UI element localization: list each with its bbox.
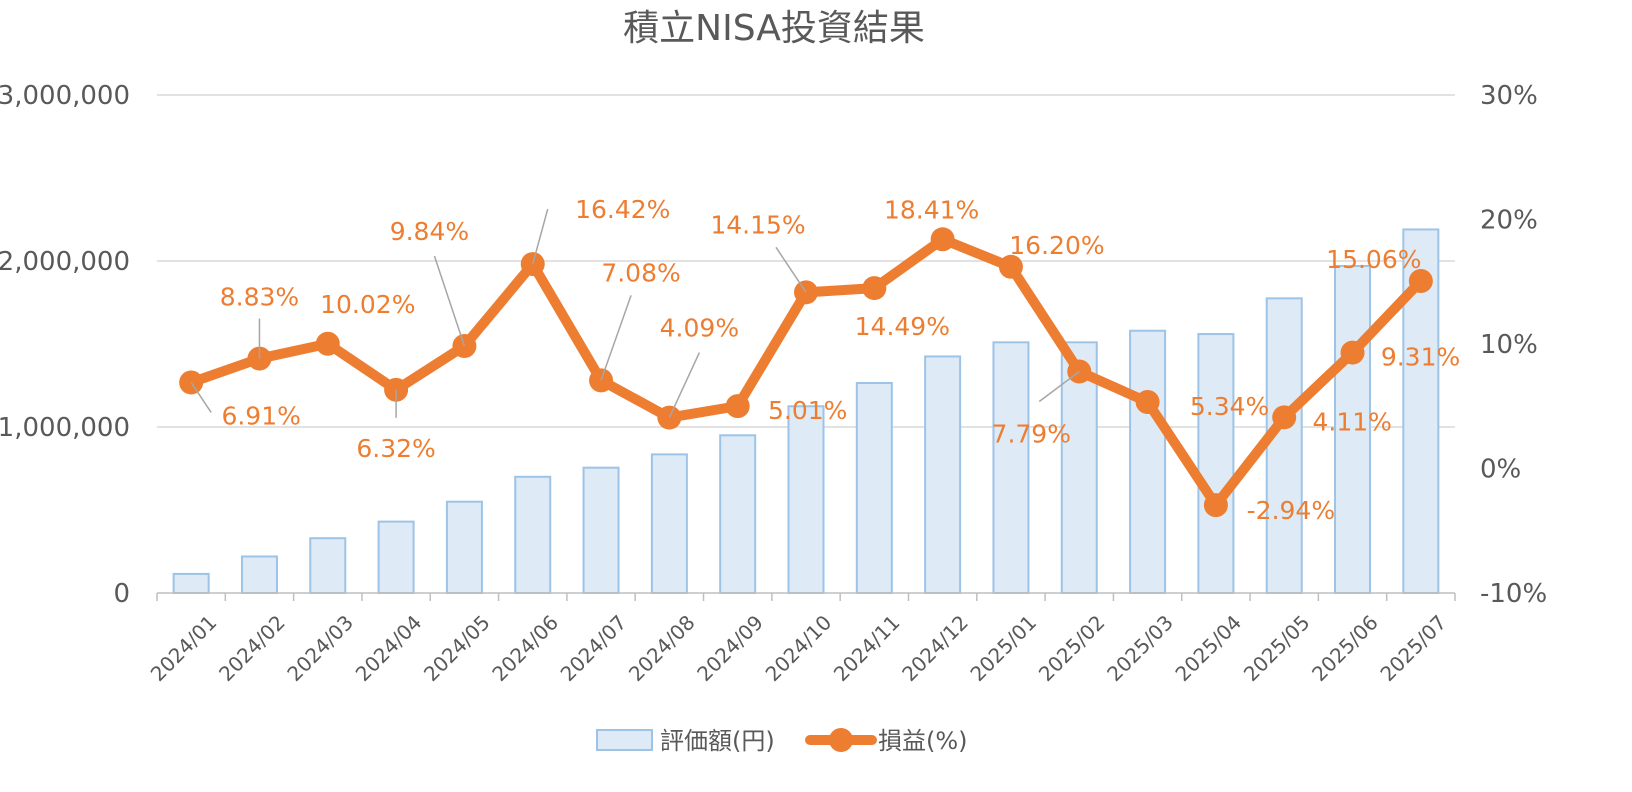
point-2025/01 xyxy=(998,254,1023,279)
data-label-2025/01: 16.20% xyxy=(1009,231,1104,260)
data-label-2025/07: 15.06% xyxy=(1326,245,1421,274)
legend-line-marker xyxy=(829,728,853,752)
right-axis: -10% 0% 10% 20% 30% xyxy=(1480,81,1547,609)
data-label-2025/02: 7.79% xyxy=(992,420,1071,449)
bar-2025/03 xyxy=(1129,329,1167,594)
x-tick-label: 2025/07 xyxy=(1375,610,1451,686)
point-2024/09 xyxy=(725,394,750,419)
right-tick-label: 0% xyxy=(1480,455,1521,485)
data-label-2024/05: 9.84% xyxy=(390,217,469,246)
bar-2025/06 xyxy=(1334,264,1372,594)
x-tick-label: 2025/04 xyxy=(1170,610,1246,686)
legend-bar-swatch xyxy=(596,729,653,751)
x-axis: 2024/012024/022024/032024/042024/052024/… xyxy=(146,592,1456,686)
bar-2024/07 xyxy=(582,466,620,595)
data-label-2024/07: 7.08% xyxy=(601,258,680,287)
x-tick-label: 2025/01 xyxy=(966,610,1042,686)
x-tick-label: 2024/07 xyxy=(556,610,632,686)
point-2024/11 xyxy=(862,276,887,301)
data-label-2024/11: 14.49% xyxy=(855,312,950,341)
chart-title: 積立NISA投資結果 xyxy=(623,8,925,49)
left-axis: 0 1,000,000 2,000,000 3,000,000 xyxy=(0,81,130,609)
bar-2024/09 xyxy=(719,434,757,594)
x-tick-label: 2024/10 xyxy=(761,610,837,686)
data-label-2024/02: 8.83% xyxy=(220,283,299,312)
leader-line xyxy=(775,246,807,293)
bar-2024/02 xyxy=(240,555,278,594)
x-tick-label: 2024/05 xyxy=(419,610,495,686)
right-tick-label: -10% xyxy=(1480,579,1547,609)
x-tick-label: 2025/03 xyxy=(1102,610,1178,686)
data-label-2024/06: 16.42% xyxy=(575,195,670,224)
legend-bar-label: 評価額(円) xyxy=(660,727,775,755)
point-2025/06 xyxy=(1340,340,1365,365)
bar-2024/10 xyxy=(787,405,825,594)
data-label-2025/03: 5.34% xyxy=(1190,392,1269,421)
bar-2025/04 xyxy=(1197,333,1235,594)
left-tick-label: 0 xyxy=(113,579,130,609)
left-tick-label: 2,000,000 xyxy=(0,247,130,277)
bar-2025/01 xyxy=(992,341,1030,594)
legend-line-label: 損益(%) xyxy=(878,727,968,755)
right-tick-label: 10% xyxy=(1480,330,1538,360)
point-2024/03 xyxy=(315,331,340,356)
leader-line xyxy=(600,295,632,381)
data-label-2025/05: 4.11% xyxy=(1312,407,1391,436)
data-label-2024/03: 10.02% xyxy=(320,290,415,319)
leader-line xyxy=(532,208,549,265)
bar-2024/01 xyxy=(172,572,210,594)
right-tick-label: 30% xyxy=(1480,81,1538,111)
data-label-2025/06: 9.31% xyxy=(1381,343,1460,372)
bar-2024/11 xyxy=(855,382,893,595)
point-2025/03 xyxy=(1135,390,1160,415)
leader-line xyxy=(433,255,466,347)
bar-2024/12 xyxy=(924,355,962,595)
point-2025/05 xyxy=(1272,405,1297,430)
leader-line xyxy=(190,382,212,413)
data-label-2024/04: 6.32% xyxy=(356,434,435,463)
legend: 評価額(円) 損益(%) xyxy=(596,727,968,755)
x-tick-label: 2024/04 xyxy=(351,610,427,686)
x-tick-label: 2024/02 xyxy=(214,610,290,686)
bar-series xyxy=(172,228,1440,595)
data-label-2024/08: 4.09% xyxy=(660,314,739,343)
point-2025/07 xyxy=(1408,269,1433,294)
bar-2024/05 xyxy=(445,500,483,595)
left-tick-label: 3,000,000 xyxy=(0,81,130,111)
data-label-2024/09: 5.01% xyxy=(768,396,847,425)
data-label-2024/12: 18.41% xyxy=(884,195,979,224)
x-tick-label: 2024/06 xyxy=(487,610,563,686)
point-2024/12 xyxy=(930,227,955,252)
gridlines xyxy=(157,94,1455,428)
x-tick-label: 2024/12 xyxy=(897,610,973,686)
data-labels: 6.91% 8.83% 10.02% 6.32% 9.84% 16.42% 7.08% 4.0… xyxy=(190,195,1460,525)
right-tick-label: 20% xyxy=(1480,206,1538,236)
x-tick-label: 2024/03 xyxy=(282,610,358,686)
point-2025/04 xyxy=(1203,493,1228,518)
x-tick-label: 2025/02 xyxy=(1034,610,1110,686)
x-tick-label: 2025/05 xyxy=(1239,610,1315,686)
data-label-2025/04: -2.94% xyxy=(1247,496,1335,525)
x-tick-label: 2024/01 xyxy=(146,610,222,686)
x-tick-label: 2024/09 xyxy=(692,610,768,686)
bar-2025/05 xyxy=(1265,297,1303,594)
bar-2024/06 xyxy=(514,475,552,594)
left-tick-label: 1,000,000 xyxy=(0,413,130,443)
x-tick-label: 2024/08 xyxy=(624,610,700,686)
bar-2024/03 xyxy=(309,537,347,594)
x-tick-label: 2025/06 xyxy=(1307,610,1383,686)
data-label-2024/01: 6.91% xyxy=(221,401,300,430)
bar-2024/04 xyxy=(377,520,415,594)
leader-line xyxy=(1038,370,1080,403)
bar-2025/02 xyxy=(1060,341,1098,594)
x-tick-label: 2024/11 xyxy=(829,610,905,686)
leader-line xyxy=(668,352,701,418)
bar-2024/08 xyxy=(650,453,688,595)
data-label-2024/10: 14.15% xyxy=(710,210,805,239)
